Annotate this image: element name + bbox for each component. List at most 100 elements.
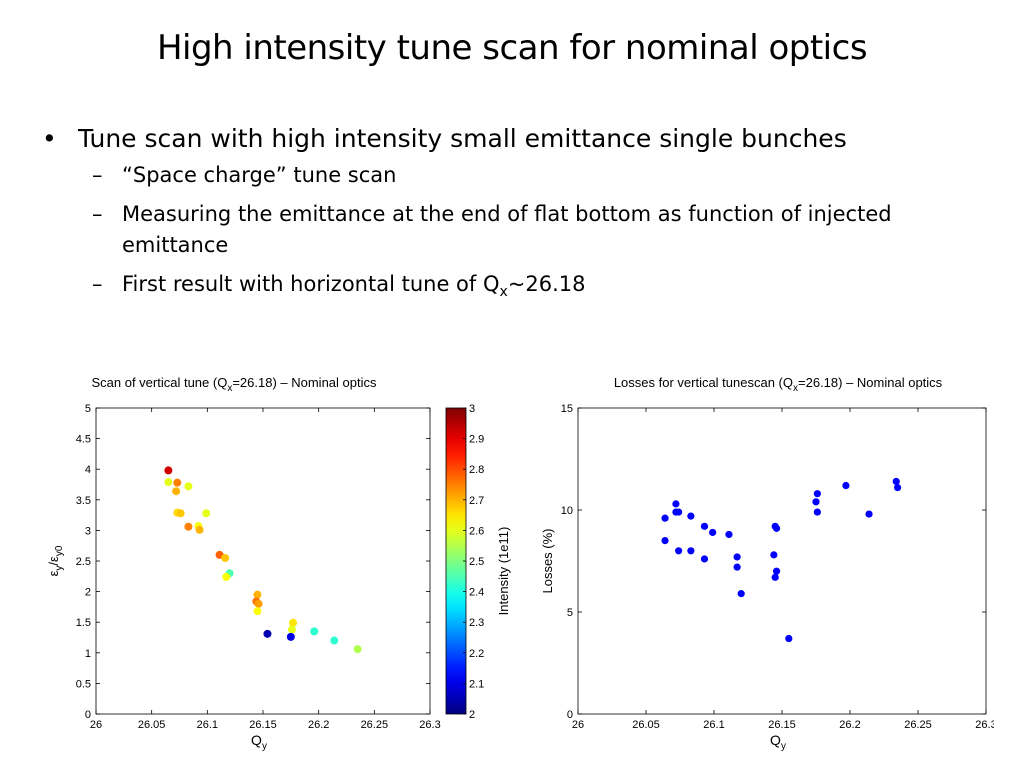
bullet-list: • Tune scan with high intensity small em… xyxy=(40,122,1000,308)
data-point xyxy=(253,590,262,599)
colorbar-tick-label: 2.9 xyxy=(469,434,484,446)
data-point xyxy=(737,590,745,598)
data-point xyxy=(785,634,793,643)
y-axis-label-part: /ε xyxy=(46,556,61,566)
colorbar-tick-label: 2.6 xyxy=(469,525,484,537)
x-tick-label: 26.3 xyxy=(975,719,994,731)
colorbar-tick-label: 2.4 xyxy=(469,587,484,599)
data-point xyxy=(330,636,339,645)
sub-bullet-text: “Space charge” tune scan xyxy=(122,163,397,187)
chart-title-subscript: x xyxy=(793,383,798,394)
data-point xyxy=(865,510,873,518)
data-point xyxy=(894,483,902,492)
chart-title-part: Scan of vertical tune (Q xyxy=(91,375,227,390)
data-point xyxy=(164,478,173,487)
data-point xyxy=(164,466,173,475)
chart-title: Scan of vertical tune (Qx=26.18) – Nomin… xyxy=(91,375,377,394)
data-point xyxy=(253,607,262,616)
data-point xyxy=(675,547,683,555)
x-tick-label: 26.15 xyxy=(768,719,796,731)
colorbar-tick-label: 2.5 xyxy=(469,556,484,568)
data-point xyxy=(222,572,231,581)
x-tick-label: 26.1 xyxy=(703,719,724,731)
emittance-chart-panel: Scan of vertical tune (Qx=26.18) – Nomin… xyxy=(30,370,514,756)
data-point xyxy=(733,553,741,561)
chart-title-part: =26.18) – Nominal optics xyxy=(798,375,943,390)
colorbar-tick-label: 2.8 xyxy=(469,464,484,476)
y-tick-label: 0 xyxy=(567,709,573,721)
bullet-dot: • xyxy=(42,124,57,153)
x-tick-label: 26.2 xyxy=(308,719,329,731)
data-point xyxy=(172,487,181,496)
colorbar-label: Intensity (1e11) xyxy=(496,527,511,616)
colorbar-tick-label: 2.2 xyxy=(469,648,484,660)
y-tick-label: 1.5 xyxy=(76,617,91,629)
data-point xyxy=(310,627,319,636)
data-point xyxy=(173,478,182,487)
data-point xyxy=(842,481,850,490)
y-tick-label: 10 xyxy=(561,505,573,517)
plot-frame xyxy=(95,407,431,715)
losses-chart-panel: Losses for vertical tunescan (Qx=26.18) … xyxy=(520,370,997,756)
x-tick-label: 26.2 xyxy=(839,719,860,731)
data-point xyxy=(286,632,295,641)
x-axis-label-main: Q xyxy=(251,732,262,748)
sub-bullet-subscript: x xyxy=(499,284,508,300)
x-axis-label-subscript: y xyxy=(781,741,786,752)
x-tick-label: 26 xyxy=(90,719,102,731)
data-point xyxy=(672,500,680,508)
sub-bullet-suffix: ~26.18 xyxy=(507,272,586,296)
y-axis-label: Losses (%) xyxy=(540,528,555,593)
sub-bullet-text: Measuring the emittance at the end of fl… xyxy=(122,202,892,257)
y-axis-label-part: ε xyxy=(46,570,61,576)
data-point xyxy=(195,525,204,534)
colorbar-tick-label: 3 xyxy=(469,403,475,415)
data-point xyxy=(771,573,779,581)
data-point xyxy=(812,498,820,506)
y-tick-label: 0 xyxy=(85,709,91,721)
sub-bullet-3: – First result with horizontal tune of Q… xyxy=(40,269,1000,308)
x-tick-label: 26.25 xyxy=(361,719,389,731)
y-tick-label: 4 xyxy=(85,464,91,476)
data-point xyxy=(263,629,272,638)
data-point xyxy=(770,551,778,559)
data-point xyxy=(733,563,741,571)
data-point xyxy=(700,522,709,530)
data-point xyxy=(176,509,185,518)
y-tick-label: 2 xyxy=(85,587,91,599)
bullet-main-text: Tune scan with high intensity small emit… xyxy=(78,124,847,153)
data-point xyxy=(184,522,193,531)
sub-bullet-1: – “Space charge” tune scan xyxy=(40,160,1000,191)
data-point xyxy=(289,618,298,627)
data-point xyxy=(287,625,296,634)
y-tick-label: 3 xyxy=(85,525,91,537)
colorbar-tick-label: 2.7 xyxy=(469,495,484,507)
x-tick-label: 26.3 xyxy=(419,719,440,731)
y-axis-label-subscript: y xyxy=(54,566,65,571)
y-tick-label: 4.5 xyxy=(76,434,91,446)
data-point xyxy=(813,508,821,516)
losses-scatter-chart: Losses for vertical tunescan (Qx=26.18) … xyxy=(540,375,997,752)
plot-frame xyxy=(577,407,987,715)
x-axis-label: Qy xyxy=(770,732,786,752)
x-tick-label: 26.15 xyxy=(249,719,277,731)
x-tick-label: 26.05 xyxy=(138,719,166,731)
data-point xyxy=(254,599,263,608)
sub-bullet-2: – Measuring the emittance at the end of … xyxy=(40,199,1000,261)
chart-title-part: Losses for vertical tunescan (Q xyxy=(614,375,793,390)
colorbar-tick-label: 2.1 xyxy=(469,678,484,690)
y-tick-label: 15 xyxy=(561,403,573,415)
x-tick-label: 26.25 xyxy=(904,719,932,731)
x-axis-label: Qy xyxy=(251,732,267,752)
colorbar-tick-label: 2 xyxy=(469,709,475,721)
data-point xyxy=(661,537,669,545)
y-tick-label: 1 xyxy=(85,648,91,660)
chart-title: Losses for vertical tunescan (Qx=26.18) … xyxy=(614,375,943,394)
y-tick-label: 5 xyxy=(85,403,91,415)
data-point xyxy=(661,514,669,522)
data-point xyxy=(813,490,821,498)
sub-bullet-dash: – xyxy=(92,202,103,226)
data-point xyxy=(700,555,709,563)
chart-title-subscript: x xyxy=(227,383,232,394)
emittance-scatter-chart: Scan of vertical tune (Qx=26.18) – Nomin… xyxy=(46,375,511,752)
